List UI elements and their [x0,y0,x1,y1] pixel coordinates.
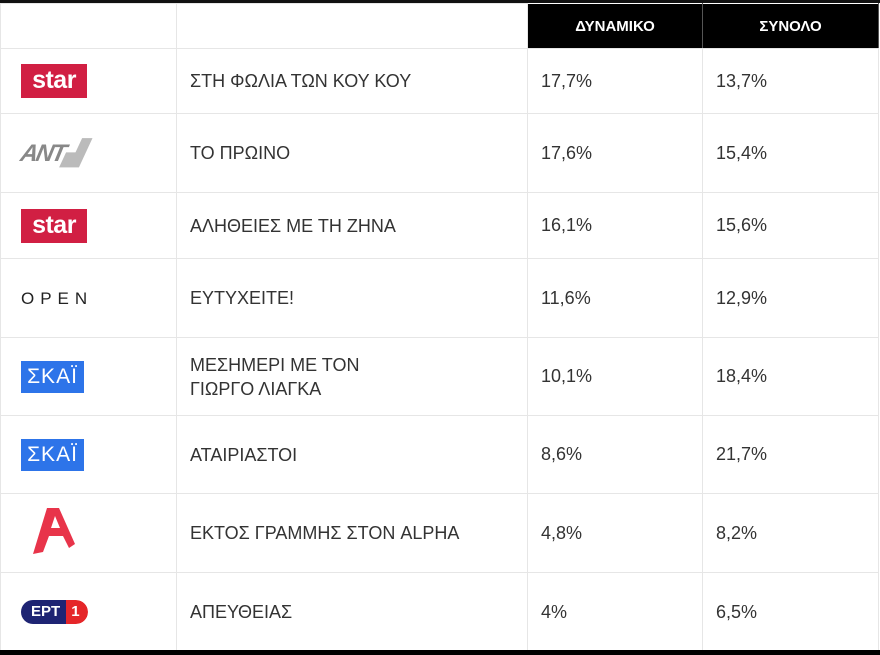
show-cell: ΜΕΣΗΜΕΡΙ ΜΕ ΤΟΝ ΓΙΩΡΓΟ ΛΙΑΓΚΑ [176,337,528,416]
bottom-border [0,650,880,655]
synolo-cell: 15,6% [702,192,879,259]
dynamiko-cell: 16,1% [527,192,703,259]
open-logo-icon: ΟΡΕΝ [21,288,94,308]
channel-cell: star [0,192,177,259]
dynamiko-cell: 10,1% [527,337,703,416]
table-row: star ΑΛΗΘΕΙΕΣ ΜΕ ΤΗ ΖΗΝΑ 16,1% 15,6% [0,192,879,259]
star-logo-icon: star [21,208,87,243]
dynamiko-cell: 17,6% [527,113,703,193]
synolo-cell: 13,7% [702,48,879,114]
table-row: ΕΚΤΟΣ ΓΡΑΜΜΗΣ ΣΤΟΝ ALPHA 4,8% 8,2% [0,493,879,573]
ant1-logo-icon: ANT▟ [18,139,84,167]
table-row: ΣΚΑΪ ΑΤΑΙΡΙΑΣΤΟΙ 8,6% 21,7% [0,415,879,494]
dynamiko-cell: 8,6% [527,415,703,494]
table-row: ΟΡΕΝ ΕΥΤΥΧΕΙΤΕ! 11,6% 12,9% [0,258,879,338]
show-cell: ΣΤΗ ΦΩΛΙΑ ΤΩΝ ΚΟΥ ΚΟΥ [176,48,528,114]
show-cell: ΑΛΗΘΕΙΕΣ ΜΕ ΤΗ ΖΗΝΑ [176,192,528,259]
header-synolo: ΣΥΝΟΛΟ [702,3,879,49]
channel-cell: ΣΚΑΪ [0,337,177,416]
show-cell: ΤΟ ΠΡΩΙΝΟ [176,113,528,193]
synolo-cell: 6,5% [702,572,879,652]
synolo-cell: 12,9% [702,258,879,338]
channel-cell [0,493,177,573]
channel-cell: ΟΡΕΝ [0,258,177,338]
header-show [176,3,528,49]
show-cell: ΕΥΤΥΧΕΙΤΕ! [176,258,528,338]
synolo-cell: 8,2% [702,493,879,573]
table-row: ΣΚΑΪ ΜΕΣΗΜΕΡΙ ΜΕ ΤΟΝ ΓΙΩΡΓΟ ΛΙΑΓΚΑ 10,1%… [0,337,879,416]
dynamiko-cell: 17,7% [527,48,703,114]
table-row: star ΣΤΗ ΦΩΛΙΑ ΤΩΝ ΚΟΥ ΚΟΥ 17,7% 13,7% [0,48,879,114]
channel-cell: ANT▟ [0,113,177,193]
synolo-cell: 18,4% [702,337,879,416]
dynamiko-cell: 4,8% [527,493,703,573]
ratings-table: ΔΥΝΑΜΙΚΟ ΣΥΝΟΛΟ star ΣΤΗ ΦΩΛΙΑ ΤΩΝ ΚΟΥ Κ… [0,3,879,652]
table-row: ANT▟ ΤΟ ΠΡΩΙΝΟ 17,6% 15,4% [0,113,879,193]
show-cell: ΕΚΤΟΣ ΓΡΑΜΜΗΣ ΣΤΟΝ ALPHA [176,493,528,573]
alpha-logo-icon [33,507,75,554]
ert1-logo-icon: ΕΡΤ 1 [21,600,88,624]
skai-logo-icon: ΣΚΑΪ [21,438,84,471]
show-cell: ΑΤΑΙΡΙΑΣΤΟΙ [176,415,528,494]
channel-cell: ΕΡΤ 1 [0,572,177,652]
synolo-cell: 15,4% [702,113,879,193]
header-row: ΔΥΝΑΜΙΚΟ ΣΥΝΟΛΟ [0,3,879,49]
dynamiko-cell: 4% [527,572,703,652]
header-channel [0,3,177,49]
star-logo-icon: star [21,64,87,98]
show-cell: ΑΠΕΥΘΕΙΑΣ [176,572,528,652]
dynamiko-cell: 11,6% [527,258,703,338]
skai-logo-icon: ΣΚΑΪ [21,360,84,393]
top-border [0,0,880,3]
synolo-cell: 21,7% [702,415,879,494]
channel-cell: star [0,48,177,114]
table-row: ΕΡΤ 1 ΑΠΕΥΘΕΙΑΣ 4% 6,5% [0,572,879,652]
channel-cell: ΣΚΑΪ [0,415,177,494]
header-dynamiko: ΔΥΝΑΜΙΚΟ [527,3,703,49]
